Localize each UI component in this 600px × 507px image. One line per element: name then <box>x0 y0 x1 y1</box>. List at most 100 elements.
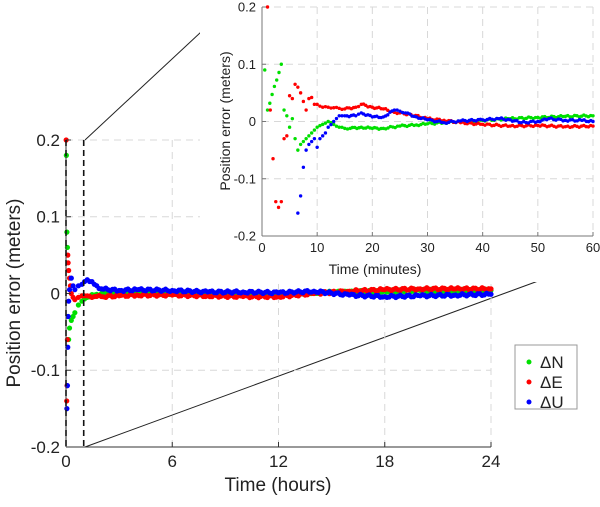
inset-point-delta-e <box>591 124 595 128</box>
inset-point-delta-n <box>591 114 595 118</box>
inset-point-delta-n <box>312 128 317 132</box>
inset-point-delta-e <box>301 99 306 104</box>
inset-point-delta-n <box>270 92 274 97</box>
inset-point-delta-e <box>276 205 281 210</box>
inset-point-delta-u <box>304 148 308 152</box>
inset-point-delta-e <box>323 104 328 109</box>
inset-point-delta-e <box>287 94 292 98</box>
main-point-delta-n <box>64 229 70 235</box>
inset-point-delta-u <box>312 136 317 141</box>
inset-point-delta-u <box>408 112 412 116</box>
inset-series-delta-u <box>296 108 595 215</box>
inset-point-delta-u <box>398 109 402 113</box>
inset-point-delta-n <box>340 125 344 129</box>
inset-point-delta-n <box>332 122 336 127</box>
inset-point-delta-e <box>337 106 341 111</box>
inset-point-delta-n <box>326 119 330 124</box>
main-y-tick-label: -0.2 <box>31 438 60 457</box>
inset-point-delta-n <box>323 121 328 125</box>
legend-label-delta-u: ΔU <box>540 393 564 412</box>
inset-x-axis-label: Time (minutes) <box>329 261 422 277</box>
inset-point-delta-n <box>268 101 272 105</box>
inset-point-delta-u <box>354 114 358 118</box>
inset-point-delta-n <box>343 126 347 131</box>
inset-point-delta-n <box>272 84 277 89</box>
inset-point-delta-u <box>332 119 336 124</box>
inset-point-delta-e <box>354 105 358 109</box>
inset-point-delta-u <box>318 136 322 141</box>
inset-axes: 0 10 20 30 40 50 60 -0.2 -0.1 0 0.1 0.2 <box>234 0 600 255</box>
inset-point-delta-e <box>312 102 317 107</box>
inset-point-delta-n <box>263 68 267 72</box>
inset-point-delta-e <box>304 108 308 112</box>
inset-point-delta-u <box>301 165 306 169</box>
main-y-tick-label: 0.1 <box>36 208 60 227</box>
main-point-delta-u <box>65 313 71 320</box>
inset-point-delta-u <box>356 112 361 116</box>
inset-y-tick-label: -0.2 <box>234 229 256 244</box>
inset-point-delta-n <box>275 78 279 82</box>
main-plot-area <box>63 137 494 412</box>
inset-point-delta-u <box>337 114 341 118</box>
inset-point-delta-e <box>274 199 278 204</box>
legend-label-delta-n: ΔN <box>540 353 564 372</box>
inset-x-tick-label: 40 <box>475 240 489 255</box>
inset-point-delta-n <box>345 127 350 131</box>
main-point-delta-e <box>66 267 72 274</box>
main-point-delta-e <box>488 286 494 292</box>
inset-x-tick-label: 50 <box>531 240 545 255</box>
inset-point-delta-n <box>282 108 286 112</box>
legend-box <box>514 344 578 410</box>
main-x-tick-label: 18 <box>375 452 394 471</box>
main-point-delta-u <box>68 275 74 281</box>
inset-x-tick-label: 20 <box>365 240 379 255</box>
inset-point-delta-n <box>290 116 295 121</box>
inset-point-delta-u <box>320 134 325 138</box>
main-series-delta-u <box>64 275 494 412</box>
inset-point-delta-n <box>309 131 314 135</box>
inset-point-delta-n <box>337 125 341 129</box>
inset-y-tick-label: 0.1 <box>238 57 256 72</box>
legend-marker-delta-n <box>526 359 532 365</box>
inset-point-delta-n <box>287 125 292 129</box>
inset-y-tick-label: -0.1 <box>234 171 256 186</box>
inset-point-delta-n <box>298 142 303 147</box>
inset-point-delta-e <box>293 82 297 86</box>
inset-point-delta-e <box>290 96 295 101</box>
legend-marker-delta-u <box>526 399 532 405</box>
inset-y-tick-label: 0.2 <box>238 0 256 15</box>
inset-point-delta-n <box>307 134 311 138</box>
inset-point-delta-n <box>277 70 281 75</box>
inset-point-delta-u <box>386 113 390 117</box>
zoom-window <box>65 140 85 447</box>
inset-point-delta-n <box>320 122 325 127</box>
main-point-delta-u <box>64 406 70 412</box>
inset-point-delta-u <box>298 194 303 198</box>
main-point-delta-u <box>72 287 78 293</box>
main-x-tick-label: 24 <box>482 452 501 471</box>
inset-y-tick-label: 0 <box>249 114 256 129</box>
inset-point-delta-e <box>298 91 303 95</box>
main-y-axis-label: Position error (meters) <box>4 199 25 388</box>
inset-point-delta-e <box>279 199 284 204</box>
inset-point-delta-n <box>279 62 284 66</box>
inset-point-delta-u <box>326 125 330 129</box>
inset-point-delta-e <box>318 104 322 108</box>
inset-point-delta-e <box>329 106 333 110</box>
inset-point-delta-n <box>334 124 339 128</box>
main-x-tick-label: 0 <box>61 452 70 471</box>
connector-line-bottom <box>84 261 591 448</box>
inset-point-delta-u <box>323 131 328 135</box>
inset-point-delta-e <box>340 107 344 112</box>
inset-point-delta-e <box>356 104 361 109</box>
main-point-delta-u <box>488 291 494 297</box>
inset-point-delta-n <box>265 108 270 112</box>
inset-point-delta-e <box>315 102 319 107</box>
inset-point-delta-n <box>296 148 300 152</box>
inset-x-tick-label: 30 <box>420 240 434 255</box>
main-point-delta-n <box>72 310 78 316</box>
inset-point-delta-e <box>307 96 311 101</box>
inset-point-delta-n <box>285 114 289 118</box>
